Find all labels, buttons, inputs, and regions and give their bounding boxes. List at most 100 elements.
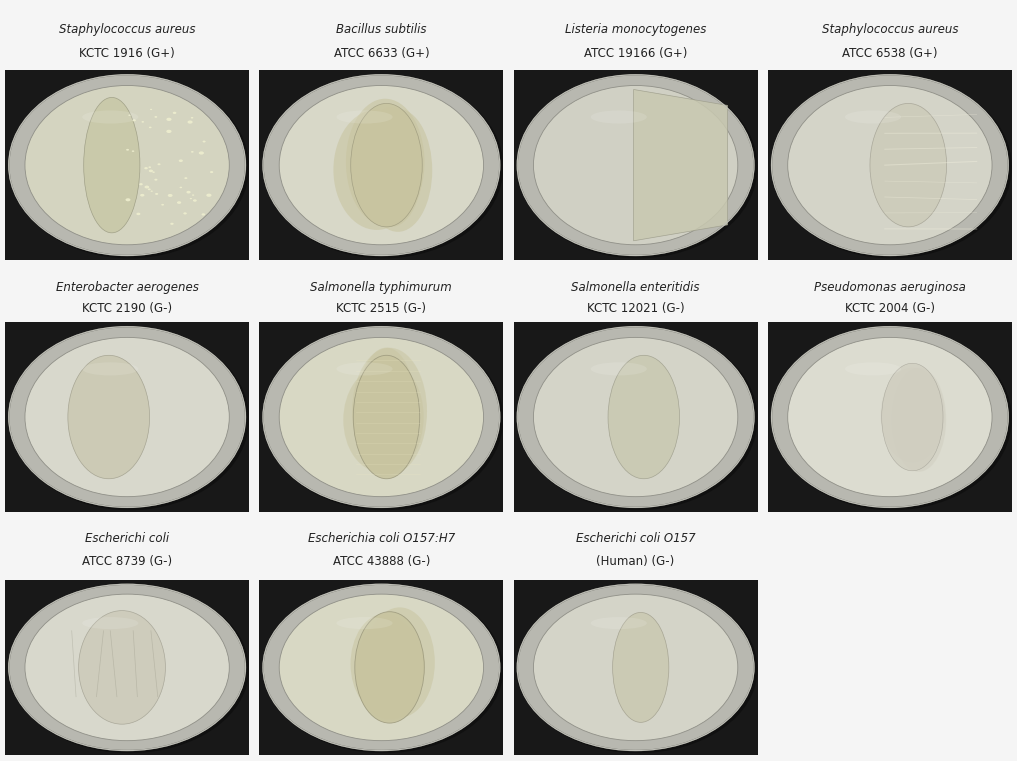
- Ellipse shape: [519, 327, 758, 510]
- Ellipse shape: [772, 326, 1008, 508]
- Ellipse shape: [788, 337, 992, 497]
- Ellipse shape: [144, 186, 149, 189]
- Ellipse shape: [363, 109, 432, 232]
- Ellipse shape: [68, 355, 149, 479]
- Ellipse shape: [344, 368, 417, 472]
- Ellipse shape: [10, 585, 249, 753]
- Ellipse shape: [353, 356, 414, 476]
- Text: ATCC 8739 (G-): ATCC 8739 (G-): [82, 555, 172, 568]
- Ellipse shape: [191, 151, 193, 153]
- Ellipse shape: [263, 584, 499, 750]
- Ellipse shape: [147, 189, 151, 190]
- Ellipse shape: [128, 114, 131, 116]
- Ellipse shape: [355, 612, 424, 723]
- Ellipse shape: [158, 164, 161, 165]
- Ellipse shape: [264, 327, 503, 510]
- Text: ATCC 19166 (G+): ATCC 19166 (G+): [584, 47, 687, 60]
- Text: Salmonella enteritidis: Salmonella enteritidis: [572, 281, 700, 294]
- Ellipse shape: [788, 85, 992, 245]
- Ellipse shape: [170, 223, 174, 224]
- Text: Salmonella typhimurum: Salmonella typhimurum: [310, 281, 453, 294]
- Ellipse shape: [191, 117, 193, 119]
- Ellipse shape: [139, 183, 142, 186]
- Ellipse shape: [534, 337, 737, 497]
- Text: KCTC 2190 (G-): KCTC 2190 (G-): [82, 301, 172, 314]
- Ellipse shape: [355, 621, 422, 722]
- Text: ATCC 6538 (G+): ATCC 6538 (G+): [842, 47, 938, 60]
- Ellipse shape: [192, 194, 194, 196]
- Ellipse shape: [151, 109, 153, 110]
- Ellipse shape: [363, 622, 425, 710]
- Ellipse shape: [155, 179, 158, 180]
- Text: Escherichi coli: Escherichi coli: [85, 532, 169, 545]
- Text: Listeria monocytogenes: Listeria monocytogenes: [564, 23, 707, 37]
- Ellipse shape: [534, 85, 737, 245]
- Ellipse shape: [168, 194, 173, 197]
- Ellipse shape: [183, 212, 187, 215]
- Ellipse shape: [280, 85, 483, 245]
- Ellipse shape: [845, 362, 901, 375]
- Ellipse shape: [334, 110, 420, 230]
- Text: Staphylococcus aureus: Staphylococcus aureus: [59, 23, 195, 37]
- Ellipse shape: [132, 151, 134, 152]
- Ellipse shape: [264, 75, 503, 259]
- Ellipse shape: [210, 171, 214, 173]
- Ellipse shape: [518, 326, 754, 508]
- Ellipse shape: [187, 120, 192, 124]
- Ellipse shape: [25, 337, 229, 497]
- Text: ATCC 6633 (G+): ATCC 6633 (G+): [334, 47, 429, 60]
- Ellipse shape: [773, 327, 1012, 510]
- Ellipse shape: [772, 75, 1008, 256]
- Ellipse shape: [845, 110, 901, 123]
- Ellipse shape: [358, 622, 421, 720]
- Text: KCTC 1916 (G+): KCTC 1916 (G+): [79, 47, 175, 60]
- Text: Escherichia coli O157:H7: Escherichia coli O157:H7: [308, 532, 455, 545]
- Ellipse shape: [78, 610, 166, 724]
- Ellipse shape: [201, 213, 205, 215]
- Ellipse shape: [82, 110, 138, 123]
- Ellipse shape: [263, 326, 499, 508]
- Ellipse shape: [144, 167, 147, 169]
- Ellipse shape: [9, 75, 245, 256]
- Ellipse shape: [881, 368, 945, 463]
- Ellipse shape: [167, 118, 172, 121]
- Text: Staphylococcus aureus: Staphylococcus aureus: [822, 23, 958, 37]
- Text: ATCC 43888 (G-): ATCC 43888 (G-): [333, 555, 430, 568]
- Ellipse shape: [155, 116, 158, 118]
- Ellipse shape: [148, 170, 153, 172]
- Ellipse shape: [337, 617, 393, 629]
- Text: KCTC 2515 (G-): KCTC 2515 (G-): [337, 301, 426, 314]
- Ellipse shape: [25, 85, 229, 245]
- Ellipse shape: [162, 204, 164, 205]
- Text: Pseudomonas aeruginosa: Pseudomonas aeruginosa: [814, 281, 966, 294]
- Ellipse shape: [353, 355, 420, 479]
- Ellipse shape: [10, 75, 249, 259]
- Ellipse shape: [186, 191, 190, 193]
- Ellipse shape: [357, 348, 416, 475]
- Ellipse shape: [148, 126, 152, 129]
- Ellipse shape: [892, 368, 946, 472]
- Ellipse shape: [136, 212, 140, 215]
- Ellipse shape: [173, 112, 176, 114]
- Ellipse shape: [519, 585, 758, 753]
- Ellipse shape: [773, 75, 1012, 259]
- Ellipse shape: [591, 110, 647, 123]
- Text: Enterobacter aerogenes: Enterobacter aerogenes: [56, 281, 198, 294]
- Ellipse shape: [82, 617, 138, 629]
- Ellipse shape: [198, 151, 204, 154]
- Text: Escherichi coli O157: Escherichi coli O157: [576, 532, 696, 545]
- Ellipse shape: [141, 121, 144, 123]
- Ellipse shape: [280, 594, 483, 740]
- Ellipse shape: [337, 110, 393, 123]
- Ellipse shape: [155, 193, 159, 195]
- Ellipse shape: [184, 177, 187, 179]
- Ellipse shape: [337, 362, 393, 375]
- Ellipse shape: [352, 348, 427, 475]
- Ellipse shape: [591, 617, 647, 629]
- Ellipse shape: [870, 103, 947, 227]
- Ellipse shape: [132, 119, 136, 122]
- Ellipse shape: [206, 193, 212, 197]
- Ellipse shape: [25, 594, 229, 740]
- Ellipse shape: [180, 186, 182, 188]
- Ellipse shape: [153, 171, 155, 173]
